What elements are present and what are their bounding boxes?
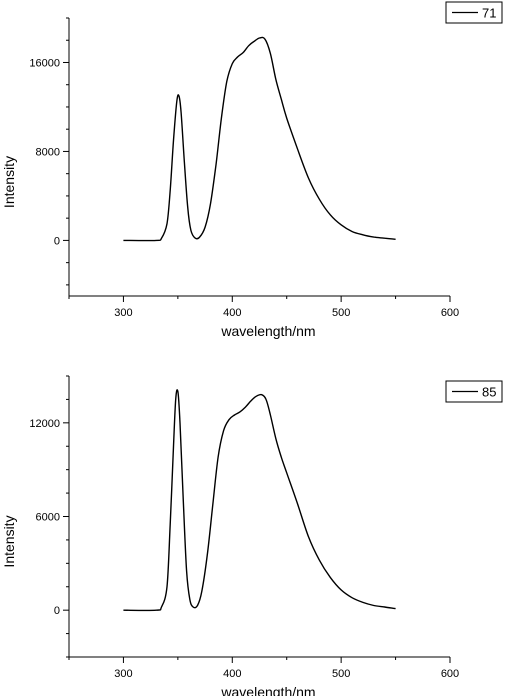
x-tick-label: 600 <box>441 668 459 680</box>
x-axis-title: wavelength/nm <box>220 323 315 339</box>
y-axis-title: Intensity <box>1 156 17 208</box>
x-tick-label: 300 <box>114 307 132 319</box>
x-tick-label: 400 <box>223 307 241 319</box>
legend-label: 85 <box>482 385 496 400</box>
legend: 71 <box>445 1 503 24</box>
y-tick-label: 0 <box>54 235 60 247</box>
x-tick-label: 500 <box>332 668 350 680</box>
y-tick-label: 12000 <box>29 418 60 430</box>
legend: 85 <box>445 380 503 403</box>
y-tick-label: 0 <box>54 605 60 617</box>
x-tick-label: 300 <box>114 668 132 680</box>
legend-label: 71 <box>482 6 496 21</box>
x-tick-label: 600 <box>441 307 459 319</box>
y-axis-title: Intensity <box>1 515 17 567</box>
chart-panel-1: 300 400 500 600 0 8000 16000 wavelength/nm Inten… <box>1 1 503 339</box>
series-line-85 <box>123 389 396 612</box>
y-tick-label: 8000 <box>36 146 60 158</box>
series-line-71 <box>123 36 396 242</box>
y-tick-label: 6000 <box>36 512 60 524</box>
x-tick-label: 400 <box>223 668 241 680</box>
y-tick-label: 16000 <box>29 57 60 69</box>
x-tick-label: 500 <box>332 307 350 319</box>
x-axis-title: wavelength/nm <box>220 684 315 696</box>
chart-panel-2: 300 400 500 6000600012000wavelength/nmInten… <box>1 375 503 696</box>
